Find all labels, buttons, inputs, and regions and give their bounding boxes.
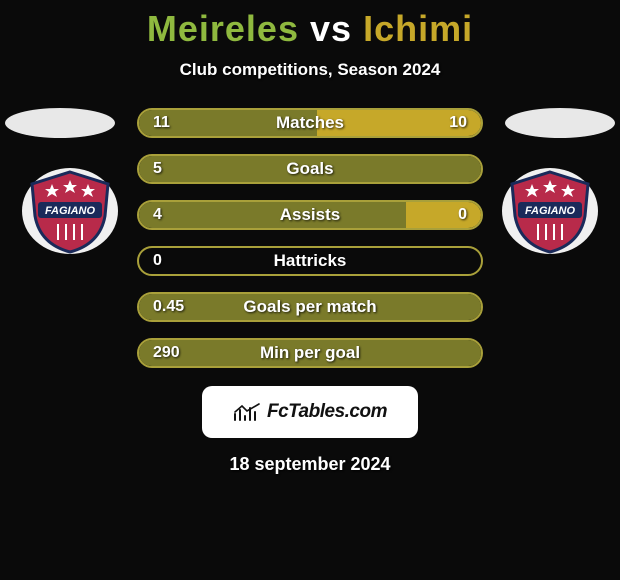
stat-label: Hattricks <box>139 251 481 271</box>
page-title: Meireles vs Ichimi <box>0 0 620 50</box>
svg-text:FAGIANO: FAGIANO <box>45 205 96 217</box>
stat-row: 5Goals <box>137 154 483 184</box>
left-photo-placeholder <box>5 108 115 138</box>
stat-row: 11Matches10 <box>137 108 483 138</box>
left-club-badge: FAGIANO <box>20 166 120 256</box>
svg-text:FAGIANO: FAGIANO <box>525 205 576 217</box>
stat-row: 290Min per goal <box>137 338 483 368</box>
stat-row: 4Assists0 <box>137 200 483 230</box>
subtitle: Club competitions, Season 2024 <box>0 60 620 80</box>
right-club-badge: FAGIANO <box>500 166 600 256</box>
stat-row: 0.45Goals per match <box>137 292 483 322</box>
stat-label: Min per goal <box>139 343 481 363</box>
stat-bars: 11Matches105Goals4Assists00Hattricks0.45… <box>137 108 483 368</box>
stat-right-value: 10 <box>449 114 467 132</box>
stat-label: Matches <box>139 113 481 133</box>
brand-text: FcTables.com <box>267 401 387 423</box>
title-left: Meireles <box>147 8 299 49</box>
stat-label: Assists <box>139 205 481 225</box>
brand-chart-icon <box>233 402 261 422</box>
comparison-panel: FAGIANO FAGIANO 11Matches10 5Goals 4Assist… <box>0 108 620 475</box>
stat-row: 0Hattricks <box>137 246 483 276</box>
stat-right-value: 0 <box>458 206 467 224</box>
stat-label: Goals per match <box>139 297 481 317</box>
title-vs: vs <box>310 8 352 49</box>
date-text: 18 september 2024 <box>0 454 620 475</box>
brand-pill: FcTables.com <box>202 386 418 438</box>
right-photo-placeholder <box>505 108 615 138</box>
title-right: Ichimi <box>363 8 473 49</box>
stat-label: Goals <box>139 159 481 179</box>
